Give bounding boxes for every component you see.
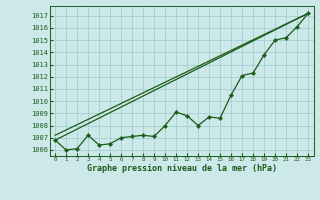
X-axis label: Graphe pression niveau de la mer (hPa): Graphe pression niveau de la mer (hPa) bbox=[87, 164, 276, 173]
